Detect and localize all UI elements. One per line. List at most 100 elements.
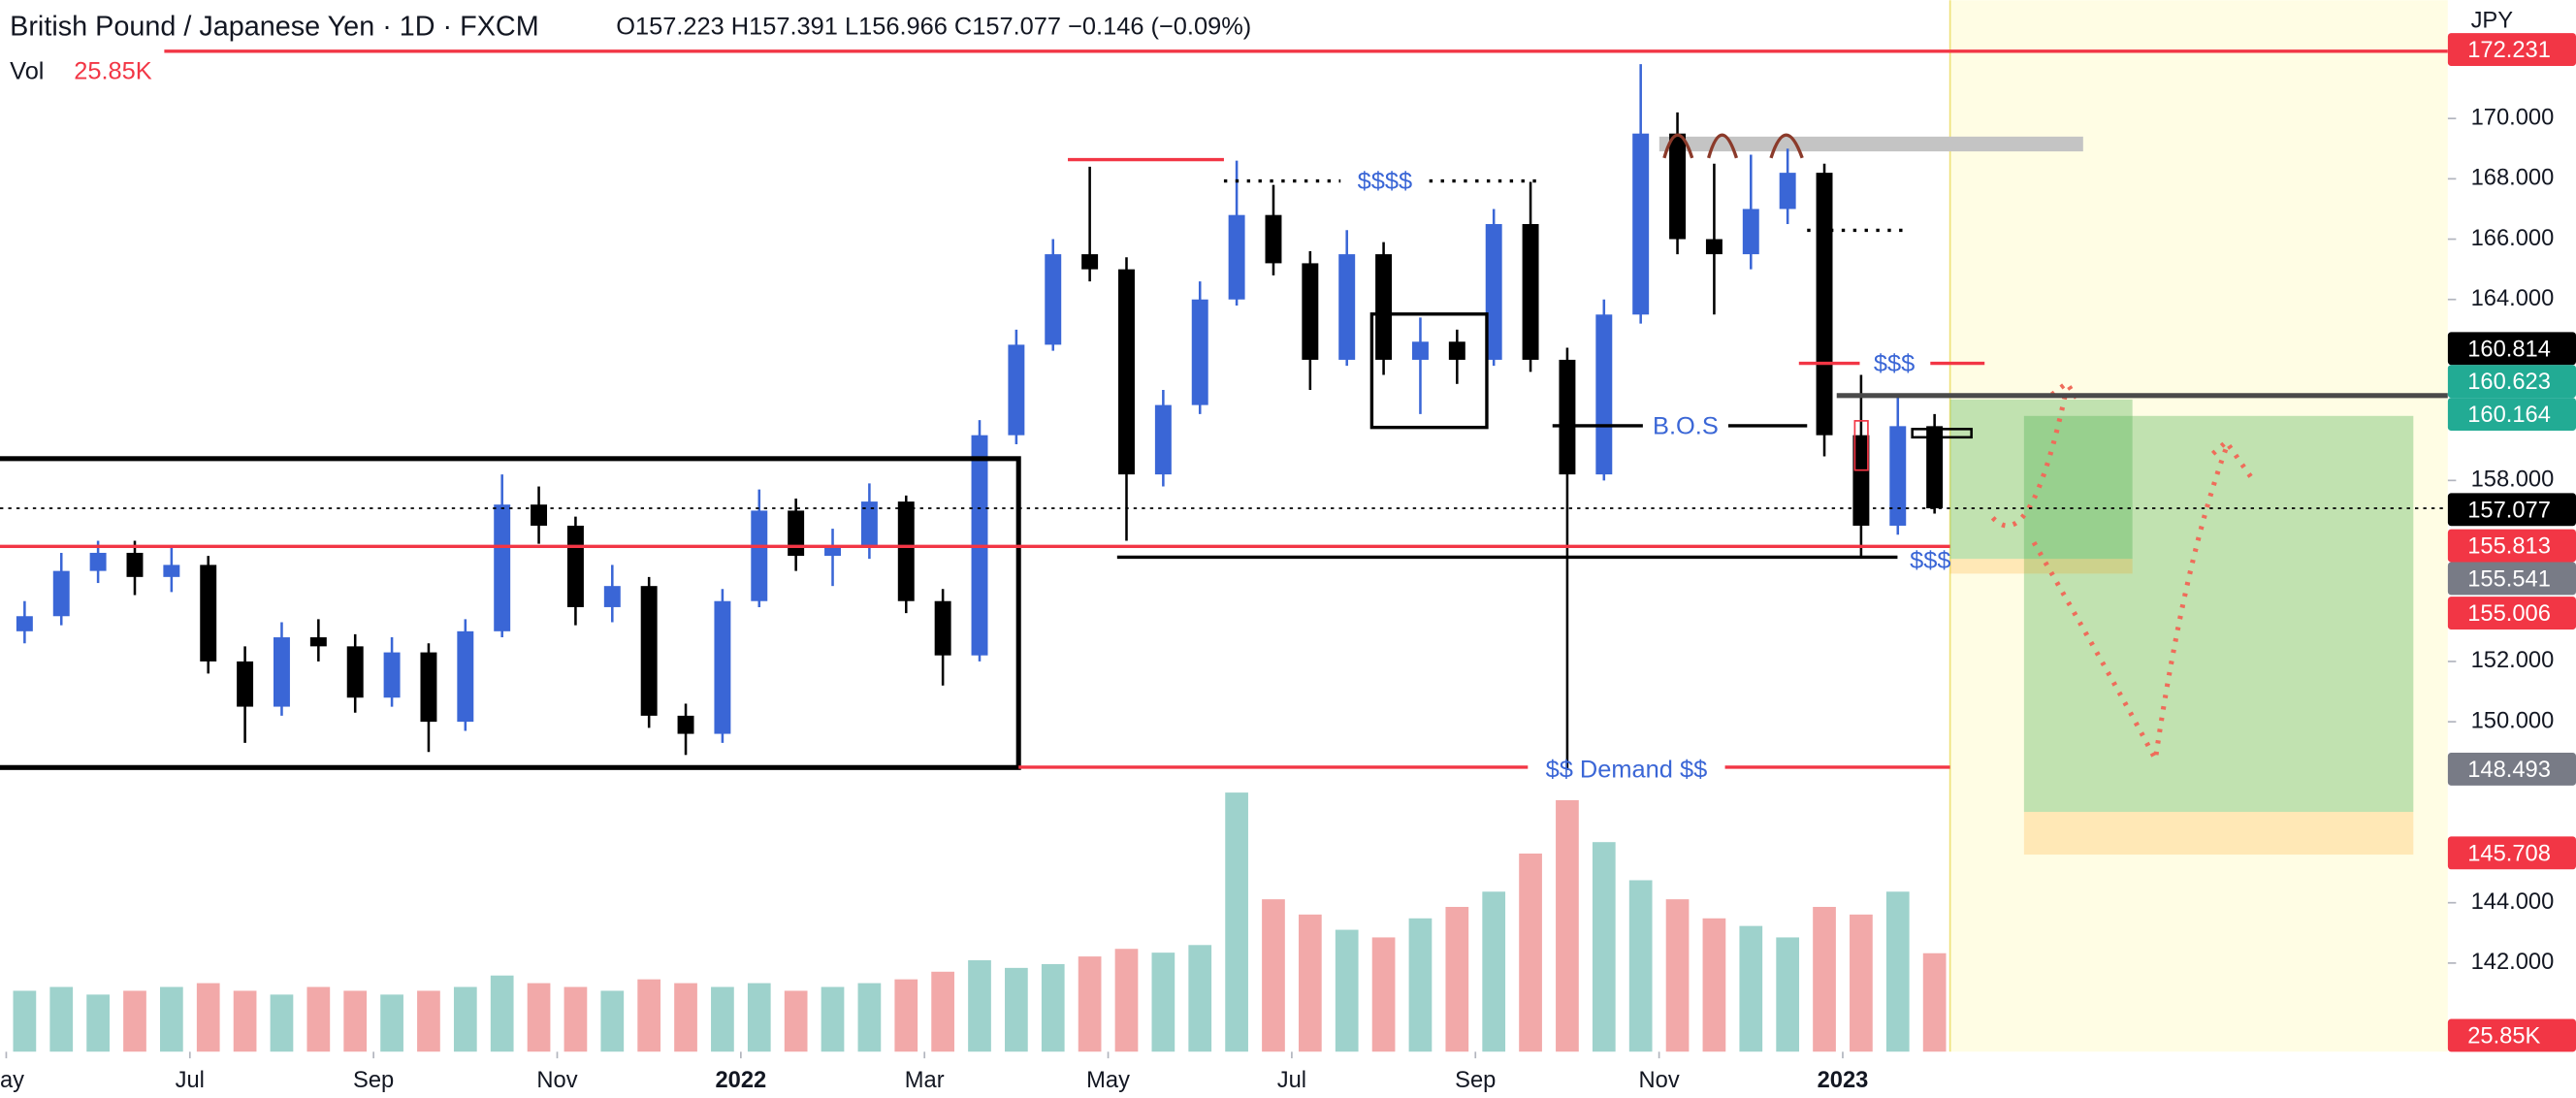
candle-body (751, 510, 768, 601)
volume-bar (1445, 906, 1469, 1052)
volume-bar (784, 990, 808, 1052)
annotation: $$$$ (1358, 168, 1412, 195)
volume-bar (821, 986, 845, 1052)
price-label-box (2447, 33, 2576, 66)
candle-body (309, 637, 327, 647)
volume-bar (1556, 799, 1579, 1052)
candle-body (1816, 173, 1833, 436)
price-label: 157.077 (2467, 498, 2551, 523)
y-tick-label: 150.000 (2471, 708, 2555, 733)
volume-bar (1739, 925, 1763, 1052)
candle-body (531, 504, 548, 526)
candle-body (824, 546, 841, 557)
volume-bar (1813, 906, 1836, 1052)
candle-body (1375, 254, 1393, 360)
volume-bar (270, 994, 294, 1052)
volume-bar (233, 990, 257, 1052)
x-tick-label: Sep (1455, 1068, 1496, 1093)
price-label: 155.541 (2467, 566, 2551, 592)
volume-bar (1408, 918, 1433, 1052)
volume-bar (1519, 853, 1542, 1052)
y-tick-label: 166.000 (2471, 226, 2555, 251)
volume-bar (1335, 929, 1359, 1052)
volume-bar (1885, 891, 1910, 1052)
annotation: $$ Demand $$ (1546, 756, 1708, 783)
annotation: $$$ (1910, 547, 1950, 574)
candle-body (1522, 223, 1539, 360)
candle-body (273, 637, 290, 707)
volume-bar (1078, 956, 1102, 1052)
volume-bar (196, 983, 220, 1052)
volume-bar (1482, 891, 1506, 1052)
volume-bar (1188, 945, 1212, 1052)
price-label-box (2447, 753, 2576, 786)
volume-bar (1041, 963, 1065, 1052)
volume-bar (417, 990, 440, 1052)
candle-body (1008, 344, 1025, 436)
x-tick-label: Mar (905, 1068, 945, 1093)
volume-bar (1702, 918, 1726, 1052)
target-zone (1949, 399, 2133, 560)
y-tick-label: 152.000 (2471, 648, 2555, 673)
volume-bar (86, 994, 110, 1052)
y-tick-label: 144.000 (2471, 889, 2555, 915)
volume-bar (1298, 914, 1322, 1052)
x-tick-label: 2022 (715, 1068, 766, 1093)
candle-body (788, 510, 805, 557)
candle-body (1338, 254, 1356, 360)
volume-bar (674, 983, 697, 1052)
y-tick-label: 170.000 (2471, 105, 2555, 130)
volume-bar (13, 990, 37, 1052)
candle-body (16, 616, 33, 631)
axis-layer: 170.000 168.000 166.000 164.000 158.000 152.0… (0, 33, 2576, 1093)
candle-body (1081, 254, 1099, 270)
candle-body (1302, 263, 1319, 360)
volume-bar (564, 986, 588, 1052)
volume-layer (13, 792, 1947, 1052)
volume-bar (453, 986, 477, 1052)
candle-body (1705, 239, 1723, 255)
volume-bar (931, 971, 954, 1052)
candle-body (1559, 359, 1576, 475)
projection-zone (1949, 0, 2448, 1052)
price-label: 155.813 (2467, 534, 2551, 560)
candle-body (897, 501, 915, 601)
stop-zone (2023, 812, 2414, 856)
y-tick-label: 168.000 (2471, 166, 2555, 191)
price-label: 145.708 (2467, 841, 2551, 866)
volume-bar (1151, 953, 1175, 1052)
volume-value: 25.85K (74, 57, 152, 84)
candle-body (1595, 314, 1613, 475)
candle-body (383, 652, 401, 698)
currency-label: JPY (2471, 9, 2514, 34)
candle-body (1852, 435, 1870, 526)
candle-body (163, 565, 180, 577)
candle-body (1154, 404, 1172, 475)
pattern-arc (1662, 133, 1804, 159)
volume-bar (123, 990, 146, 1052)
volume-bar (1225, 792, 1248, 1052)
volume-bar (1114, 949, 1139, 1052)
candle-body (860, 501, 878, 547)
volume-bar (968, 960, 991, 1052)
price-label-box (2447, 398, 2576, 432)
x-tick-label: Nov (1639, 1068, 1680, 1093)
x-tick-label: May (1086, 1068, 1130, 1093)
range-box (0, 456, 1021, 770)
x-tick-label: 2023 (1818, 1068, 1869, 1093)
projection-arrow (2031, 438, 2253, 767)
candle-body (677, 715, 694, 734)
volume-bar (1005, 967, 1028, 1052)
volume-bar (380, 994, 403, 1052)
candle-body (603, 586, 621, 607)
price-label-box (2447, 365, 2576, 399)
candle-body (1191, 299, 1208, 405)
volume-bar (637, 979, 661, 1052)
range-box (1369, 312, 1489, 430)
volume-label-box (2447, 1018, 2576, 1052)
candle-body (1411, 341, 1429, 360)
ohlc-legend: O157.223 H157.391 L156.966 C157.077 −0.1… (616, 14, 1251, 41)
x-tick-label: Jul (176, 1068, 205, 1093)
order-block (1911, 428, 1973, 439)
candle-body (237, 661, 254, 707)
